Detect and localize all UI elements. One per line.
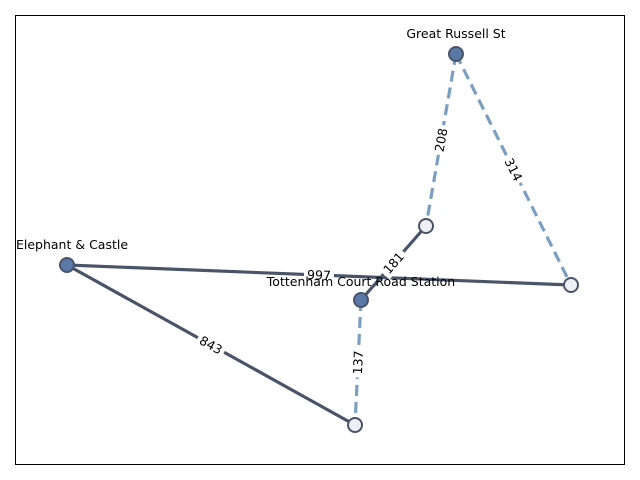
node-tcr [353,292,369,308]
node-n2 [563,277,579,293]
node-gr [448,46,464,62]
plot-frame [15,15,625,465]
edge-weight-label: 843 [194,330,228,360]
edge-label-background [377,246,410,280]
edges-layer [65,53,573,427]
node-label-gr: Great Russell St [406,26,505,41]
edge-label-background [194,330,228,360]
edge-label-background [303,266,335,284]
edge-weight-label: 314 [499,152,528,187]
edge-weight-text: 997 [307,267,331,283]
node-label-ec: Elephant & Castle [16,237,128,252]
edge-weight-label: 208 [430,123,452,157]
edge-label-background [430,123,452,157]
edge-weight-label: 137 [349,347,367,378]
edge-weight-label: 997 [303,266,335,284]
node-n1 [418,218,434,234]
edge-tcr-n3 [353,299,363,426]
node-label-tcr: Tottenham Court Road Station [266,274,455,289]
node-ec [59,257,75,273]
edge-label-background [499,152,528,187]
edge-weight-text: 208 [432,127,451,153]
edge-label-background [349,347,367,378]
node-labels-layer: Great Russell St Elephant & Castle Tottenh… [16,26,506,289]
node-n3 [347,417,363,433]
nodes-layer [59,46,579,433]
edge-weight-text: 137 [350,350,366,375]
